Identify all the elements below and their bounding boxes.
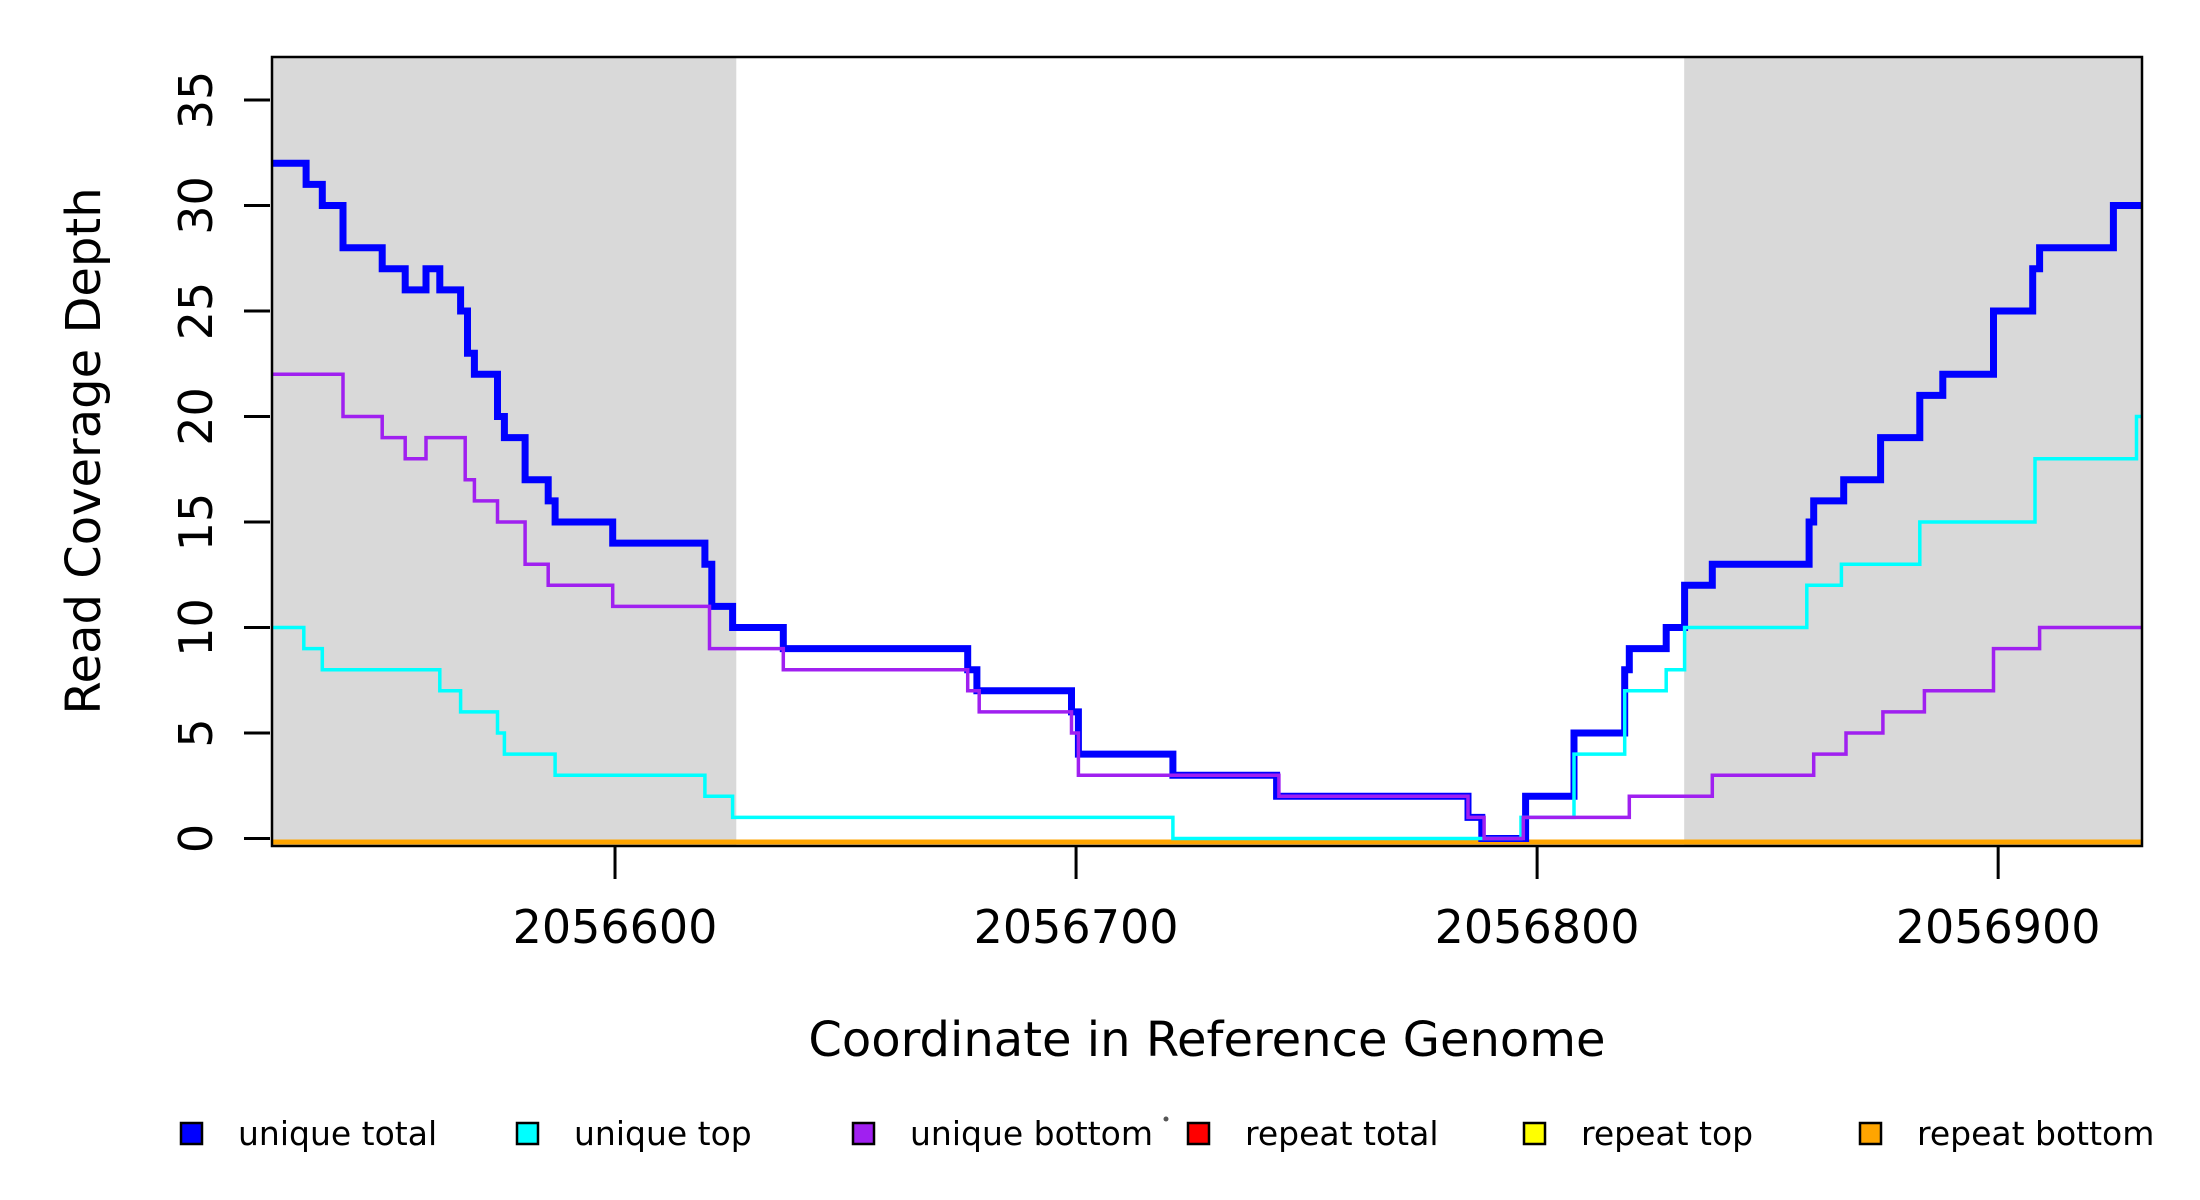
legend-swatch-repeat-bottom [1858,1121,1883,1146]
legend-label-repeat-total: repeat total [1245,1114,1439,1153]
y-tick-label: 20 [169,387,223,446]
y-tick-label: 35 [169,71,223,130]
speck-artifact [1163,1116,1169,1122]
series-line-unique-bottom [272,372,2142,841]
legend-label-unique-total: unique total [238,1114,437,1153]
legend-swatch-unique-top [515,1121,540,1146]
x-tick-label: 2056900 [1896,900,2101,954]
legend-label-repeat-bottom: repeat bottom [1917,1114,2154,1153]
x-tick-label: 2056800 [1435,900,1640,954]
plot-border [270,55,2144,848]
y-tick-label: 25 [169,282,223,341]
legend-swatch-repeat-total [1186,1121,1211,1146]
y-tick-label: 5 [169,718,223,747]
y-tick-label: 0 [169,824,223,853]
legend-label-unique-bottom: unique bottom [910,1114,1153,1153]
shaded-region [1684,58,2142,845]
legend-label-unique-top: unique top [574,1114,752,1153]
legend-swatch-repeat-top [1522,1121,1547,1146]
legend-label-repeat-top: repeat top [1581,1114,1753,1153]
y-tick-label: 15 [169,493,223,552]
legend-swatch-unique-bottom [851,1121,876,1146]
y-tick-label: 10 [169,598,223,657]
y-axis-title: Read Coverage Depth [56,187,112,715]
series-line-unique-top [272,414,2142,841]
x-tick-label: 2056600 [513,900,718,954]
shaded-region [272,58,737,845]
series-line-unique-total [272,159,2142,842]
x-axis-title: Coordinate in Reference Genome [808,1012,1606,1068]
legend-swatch-unique-total [179,1121,204,1146]
y-tick-label: 30 [169,176,223,235]
x-tick-label: 2056700 [974,900,1179,954]
